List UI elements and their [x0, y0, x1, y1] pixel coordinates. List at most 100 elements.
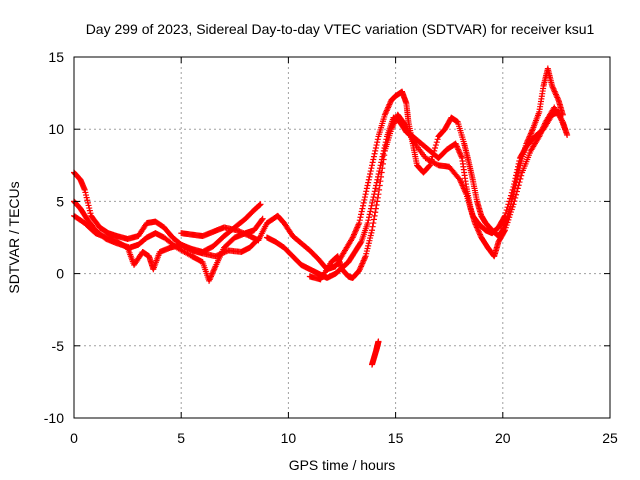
plot-frame [73, 56, 611, 419]
data-point [511, 178, 518, 185]
y-tick-label: 5 [56, 193, 64, 209]
data-point [506, 198, 513, 205]
data-point [373, 179, 380, 186]
data-point [508, 189, 515, 196]
data-point [433, 139, 440, 146]
data-point [365, 176, 372, 183]
data-point [513, 169, 520, 176]
data-point [373, 142, 380, 149]
series-track_E [263, 104, 571, 281]
data-point [501, 212, 508, 219]
data-point [371, 150, 378, 157]
data-point [507, 195, 514, 202]
data-point [515, 160, 522, 167]
axes: 0 5 10 15 20 25 -10 -5 0 5 10 15 [44, 49, 618, 446]
data-point [514, 166, 521, 173]
data-point [360, 199, 367, 206]
data-point [367, 170, 374, 177]
x-tick-label: 0 [70, 430, 78, 446]
grid-lines [74, 57, 610, 418]
data-point [374, 194, 381, 201]
data-point [356, 220, 363, 227]
data-point [374, 176, 381, 183]
data-point [369, 223, 376, 230]
data-point [367, 208, 374, 215]
data-series [71, 65, 571, 368]
x-tick-label: 20 [495, 430, 511, 446]
data-point [426, 163, 433, 170]
data-point [512, 194, 519, 201]
data-point [561, 126, 568, 133]
data-point [505, 201, 512, 208]
data-point [514, 185, 521, 192]
data-point [370, 220, 377, 227]
data-point [368, 202, 375, 209]
data-point [379, 160, 386, 167]
data-point [378, 173, 385, 180]
y-tick-label: 10 [48, 121, 64, 137]
data-point [513, 172, 520, 179]
data-point [259, 215, 266, 222]
data-point [364, 182, 371, 189]
data-point [432, 142, 439, 149]
data-point [366, 214, 373, 221]
x-tick-label: 10 [281, 430, 297, 446]
data-point [363, 185, 370, 192]
data-point [358, 208, 365, 215]
data-point [369, 196, 376, 203]
data-point [432, 144, 439, 151]
data-point [377, 178, 384, 185]
data-point [363, 188, 370, 195]
data-point [518, 172, 525, 179]
data-point [515, 163, 522, 170]
data-point [372, 205, 379, 212]
data-point [376, 182, 383, 189]
data-point [370, 153, 377, 160]
data-point [426, 162, 433, 169]
data-point [364, 220, 371, 227]
data-point [516, 157, 523, 164]
data-point [369, 159, 376, 166]
data-point [361, 196, 368, 203]
data-point [375, 338, 382, 345]
data-point [513, 188, 520, 195]
y-axis-label: SDTVAR / TECUs [6, 181, 22, 293]
data-point [357, 214, 364, 221]
data-point [358, 211, 365, 218]
data-point [370, 216, 377, 223]
data-point [365, 179, 372, 186]
data-point [356, 217, 363, 224]
data-point [516, 179, 523, 186]
data-point [360, 202, 367, 209]
data-point [369, 199, 376, 206]
data-point [515, 182, 522, 189]
data-point [369, 162, 376, 169]
data-point [372, 147, 379, 154]
data-point [513, 191, 520, 198]
data-point [380, 156, 387, 163]
data-point [368, 165, 375, 172]
data-point [509, 186, 516, 193]
series-track_F [306, 108, 568, 283]
data-point [502, 209, 509, 216]
data-point [378, 169, 385, 176]
data-point [379, 165, 386, 172]
data-point [366, 211, 373, 218]
data-point [371, 188, 378, 195]
data-point [357, 239, 364, 246]
data-point [369, 227, 376, 234]
series-track_C [71, 212, 262, 273]
y-tick-label: -10 [44, 410, 64, 426]
data-point [503, 207, 510, 214]
y-tick-label: -5 [52, 338, 65, 354]
data-point [434, 136, 441, 143]
data-point [366, 173, 373, 180]
data-point [370, 156, 377, 163]
series-track_G [369, 338, 382, 368]
data-point [361, 194, 368, 201]
data-point [372, 185, 379, 192]
data-point [381, 152, 388, 159]
data-point [359, 205, 366, 212]
data-point [367, 168, 374, 175]
data-point [512, 175, 519, 182]
